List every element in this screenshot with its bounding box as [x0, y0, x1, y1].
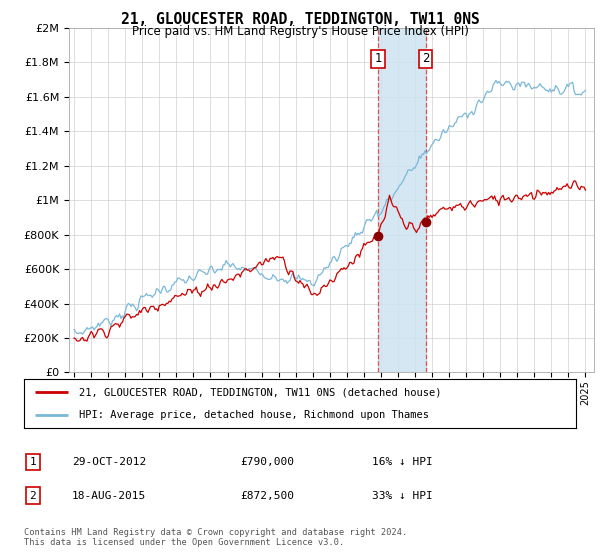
Bar — [378, 28, 426, 372]
Text: 2: 2 — [422, 53, 430, 66]
Text: 1: 1 — [29, 457, 37, 467]
Text: 33% ↓ HPI: 33% ↓ HPI — [372, 491, 433, 501]
Text: £790,000: £790,000 — [240, 457, 294, 467]
Text: 21, GLOUCESTER ROAD, TEDDINGTON, TW11 0NS: 21, GLOUCESTER ROAD, TEDDINGTON, TW11 0N… — [121, 12, 479, 27]
Text: 29-OCT-2012: 29-OCT-2012 — [72, 457, 146, 467]
Text: £872,500: £872,500 — [240, 491, 294, 501]
Text: Price paid vs. HM Land Registry's House Price Index (HPI): Price paid vs. HM Land Registry's House … — [131, 25, 469, 38]
Text: 21, GLOUCESTER ROAD, TEDDINGTON, TW11 0NS (detached house): 21, GLOUCESTER ROAD, TEDDINGTON, TW11 0N… — [79, 388, 442, 398]
Text: Contains HM Land Registry data © Crown copyright and database right 2024.
This d: Contains HM Land Registry data © Crown c… — [24, 528, 407, 547]
Text: 2: 2 — [29, 491, 37, 501]
Text: 1: 1 — [374, 53, 382, 66]
Text: 18-AUG-2015: 18-AUG-2015 — [72, 491, 146, 501]
Text: HPI: Average price, detached house, Richmond upon Thames: HPI: Average price, detached house, Rich… — [79, 410, 429, 420]
Text: 16% ↓ HPI: 16% ↓ HPI — [372, 457, 433, 467]
